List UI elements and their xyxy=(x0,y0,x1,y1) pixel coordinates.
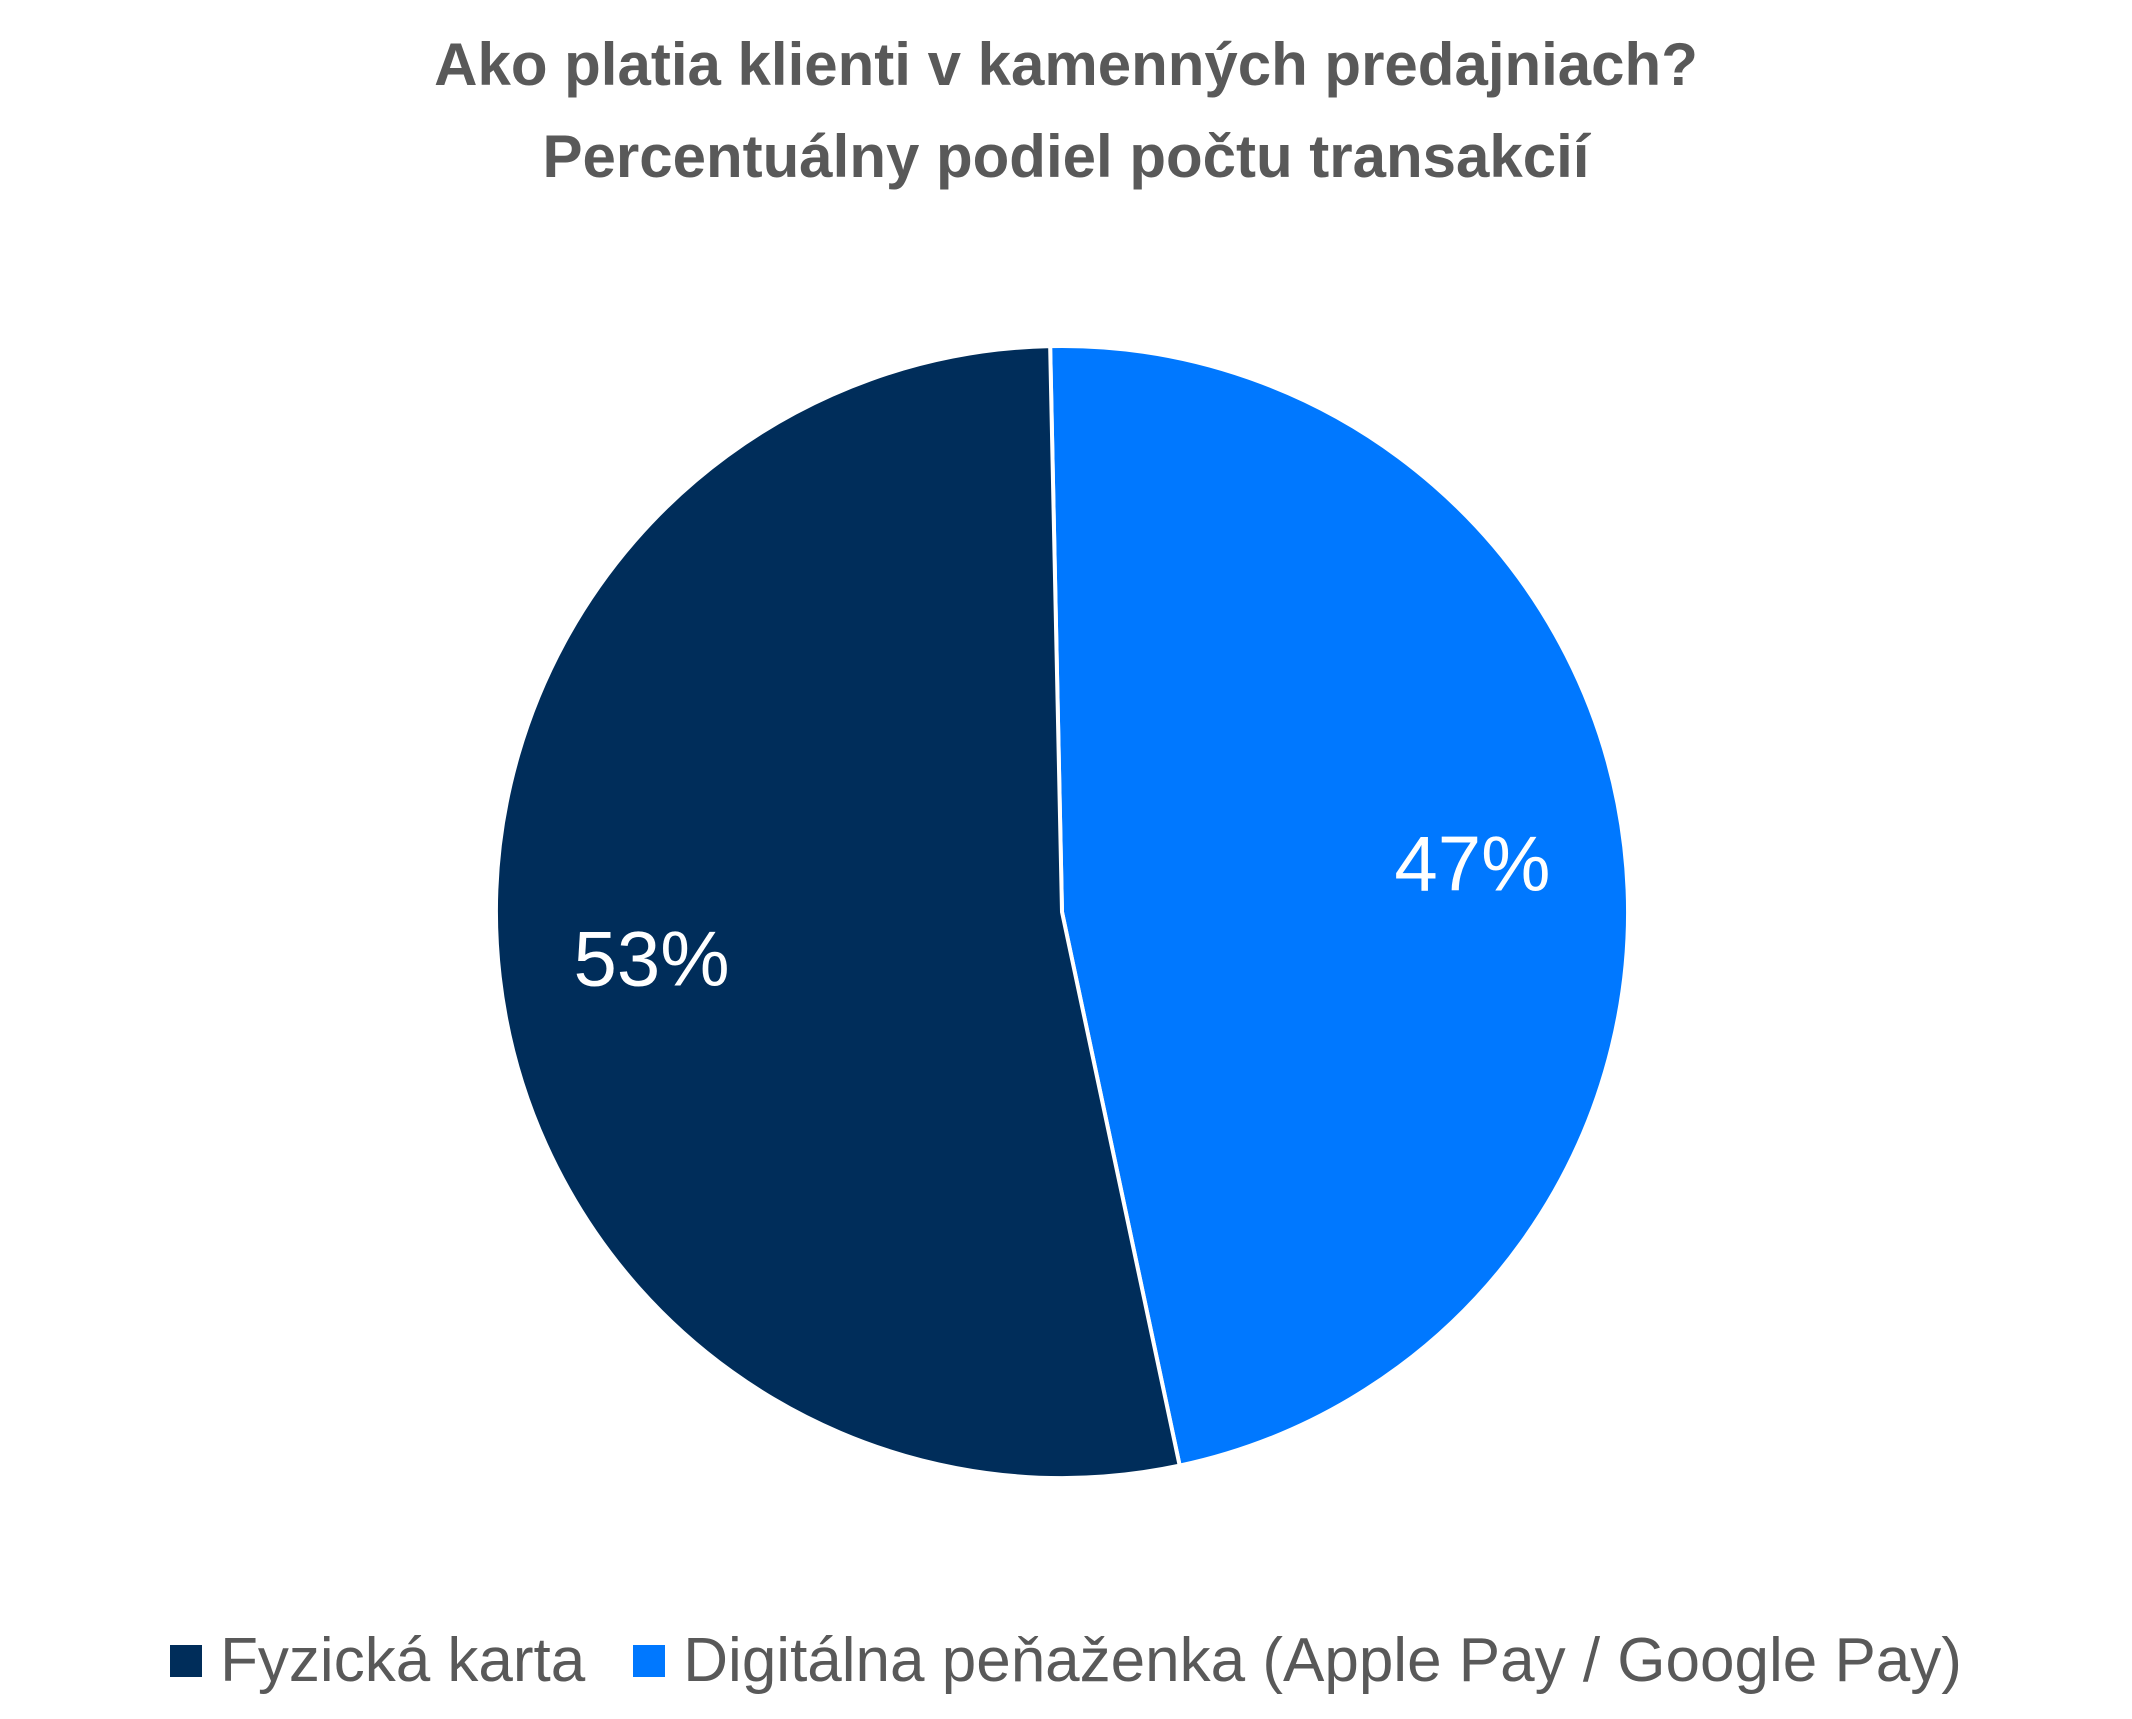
legend-label-physical-card: Fyzická karta xyxy=(220,1626,586,1695)
legend-swatch-physical-card xyxy=(170,1644,203,1677)
slice-label-physical-card: 53% xyxy=(573,914,729,1002)
legend-swatch-digital-wallet xyxy=(633,1644,666,1677)
legend-item-digital-wallet: Digitálna peňaženka (Apple Pay / Google … xyxy=(633,1625,1962,1696)
slice-label-digital-wallet: 47% xyxy=(1394,820,1550,908)
slice-physical-card xyxy=(494,344,1183,1480)
slice-digital-wallet xyxy=(1048,344,1630,1469)
chart-title: Ako platia klienti v kamenných predajnia… xyxy=(434,31,1698,98)
legend-label-digital-wallet: Digitálna peňaženka (Apple Pay / Google … xyxy=(683,1626,1962,1695)
legend-item-physical-card: Fyzická karta xyxy=(170,1625,585,1696)
chart-subtitle: Percentuálny podiel počtu transakcií xyxy=(542,123,1590,190)
pie-chart: 47% 53% xyxy=(494,344,1630,1480)
legend: Fyzická karta Digitálna peňaženka (Apple… xyxy=(0,1625,2132,1696)
